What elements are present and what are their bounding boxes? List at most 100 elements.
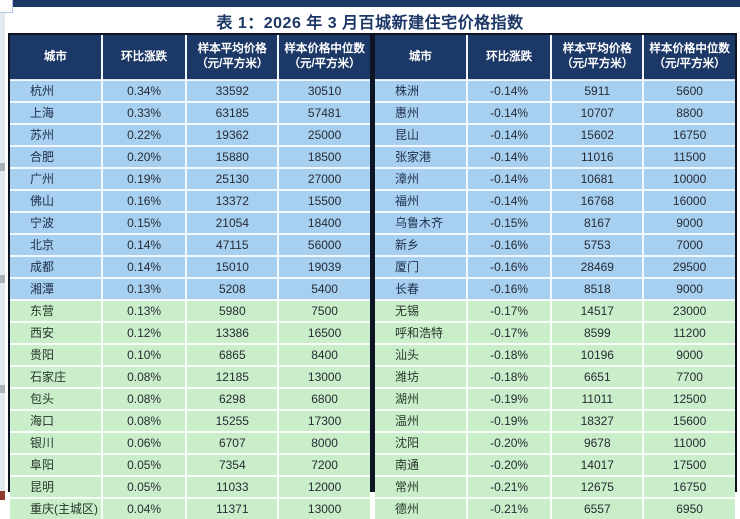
table-row: 长春 -0.16% 8518 9000: [375, 277, 735, 300]
city-cell: 合肥: [10, 145, 102, 168]
table-row: 德州 -0.21% 6557 6950: [375, 497, 735, 519]
table-row: 宁波 0.15% 21054 18400: [10, 211, 370, 234]
median-price-cell: 16750: [642, 123, 735, 146]
city-cell: 张家港: [375, 145, 467, 168]
col-header-median: 样本价格中位数 （元/平方米）: [277, 35, 370, 80]
median-price-cell: 12500: [642, 387, 735, 410]
edge-mark: [0, 275, 5, 283]
median-price-cell: 18400: [277, 211, 370, 234]
avg-price-cell: 6557: [550, 497, 644, 519]
avg-price-cell: 11011: [550, 387, 644, 410]
avg-price-cell: 8167: [550, 211, 644, 234]
city-cell: 重庆(主城区): [10, 497, 102, 519]
median-price-cell: 17500: [642, 453, 735, 476]
city-cell: 潍坊: [375, 365, 467, 388]
mom-change-cell: 0.20%: [100, 145, 187, 168]
avg-price-cell: 11033: [185, 475, 279, 498]
city-cell: 无锡: [375, 299, 467, 322]
mom-change-cell: 0.05%: [100, 475, 187, 498]
table-row: 成都 0.14% 15010 19039: [10, 255, 370, 278]
median-price-cell: 9000: [642, 211, 735, 234]
avg-price-cell: 5980: [185, 299, 279, 322]
median-price-cell: 11000: [642, 431, 735, 454]
median-price-cell: 8800: [642, 101, 735, 124]
median-price-cell: 18500: [277, 145, 370, 168]
table-row: 湖州 -0.19% 11011 12500: [375, 387, 735, 410]
city-cell: 广州: [10, 167, 102, 190]
mom-change-cell: -0.14%: [465, 167, 552, 190]
avg-price-cell: 5911: [550, 79, 644, 102]
table-row: 惠州 -0.14% 10707 8800: [375, 101, 735, 124]
col-header-label: 城市: [408, 50, 432, 63]
table-row: 苏州 0.22% 19362 25000: [10, 123, 370, 146]
avg-price-cell: 12185: [185, 365, 279, 388]
col-header-label: 样本平均价格: [197, 43, 267, 56]
mom-change-cell: -0.14%: [465, 123, 552, 146]
mom-change-cell: -0.21%: [465, 475, 552, 498]
median-price-cell: 11500: [642, 145, 735, 168]
mom-change-cell: 0.08%: [100, 387, 187, 410]
city-cell: 长春: [375, 277, 467, 300]
table-row: 汕头 -0.18% 10196 9000: [375, 343, 735, 366]
corner-notch: [0, 0, 13, 13]
median-price-cell: 27000: [277, 167, 370, 190]
city-cell: 福州: [375, 189, 467, 212]
table-row: 沈阳 -0.20% 9678 11000: [375, 431, 735, 454]
table-row: 杭州 0.34% 33592 30510: [10, 79, 370, 102]
col-header-label: 样本平均价格: [562, 43, 632, 56]
table-row: 南通 -0.20% 14017 17500: [375, 453, 735, 476]
mom-change-cell: 0.05%: [100, 453, 187, 476]
mom-change-cell: -0.15%: [465, 211, 552, 234]
median-price-cell: 13000: [277, 365, 370, 388]
table-row: 包头 0.08% 6298 6800: [10, 387, 370, 410]
table-row: 重庆(主城区) 0.04% 11371 13000: [10, 497, 370, 519]
avg-price-cell: 18327: [550, 409, 644, 432]
city-cell: 新乡: [375, 233, 467, 256]
avg-price-cell: 11371: [185, 497, 279, 519]
avg-price-cell: 10707: [550, 101, 644, 124]
avg-price-cell: 13372: [185, 189, 279, 212]
table-row: 东营 0.13% 5980 7500: [10, 299, 370, 322]
city-cell: 南通: [375, 453, 467, 476]
avg-price-cell: 8518: [550, 277, 644, 300]
avg-price-cell: 63185: [185, 101, 279, 124]
median-price-cell: 7500: [277, 299, 370, 322]
mom-change-cell: 0.15%: [100, 211, 187, 234]
city-cell: 沈阳: [375, 431, 467, 454]
mom-change-cell: 0.19%: [100, 167, 187, 190]
city-cell: 东营: [10, 299, 102, 322]
mom-change-cell: -0.14%: [465, 189, 552, 212]
mom-change-cell: 0.08%: [100, 409, 187, 432]
median-price-cell: 5600: [642, 79, 735, 102]
median-price-cell: 7700: [642, 365, 735, 388]
median-price-cell: 9000: [642, 277, 735, 300]
table-row: 银川 0.06% 6707 8000: [10, 431, 370, 454]
city-cell: 昆山: [375, 123, 467, 146]
table-row: 厦门 -0.16% 28469 29500: [375, 255, 735, 278]
edge-mark: [0, 385, 5, 393]
avg-price-cell: 8599: [550, 321, 644, 344]
mom-change-cell: 0.22%: [100, 123, 187, 146]
avg-price-cell: 5753: [550, 233, 644, 256]
table-row: 潍坊 -0.18% 6651 7700: [375, 365, 735, 388]
avg-price-cell: 47115: [185, 233, 279, 256]
city-cell: 包头: [10, 387, 102, 410]
price-index-tables: 城市 环比涨跌 样本平均价格 （元/平方米） 样本价格中位数 （元/平方米） 杭州 0.34%…: [8, 33, 737, 519]
city-cell: 乌鲁木齐: [375, 211, 467, 234]
table-row: 常州 -0.21% 12675 16750: [375, 475, 735, 498]
table-row: 温州 -0.19% 18327 15600: [375, 409, 735, 432]
mom-change-cell: -0.21%: [465, 497, 552, 519]
table-row: 张家港 -0.14% 11016 11500: [375, 145, 735, 168]
mom-change-cell: 0.12%: [100, 321, 187, 344]
avg-price-cell: 15255: [185, 409, 279, 432]
avg-price-cell: 13386: [185, 321, 279, 344]
table-row: 昆山 -0.14% 15602 16750: [375, 123, 735, 146]
avg-price-cell: 21054: [185, 211, 279, 234]
city-cell: 温州: [375, 409, 467, 432]
price-table-left: 城市 环比涨跌 样本平均价格 （元/平方米） 样本价格中位数 （元/平方米） 杭州 0.34%…: [10, 35, 370, 519]
avg-price-cell: 19362: [185, 123, 279, 146]
median-price-cell: 25000: [277, 123, 370, 146]
avg-price-cell: 15880: [185, 145, 279, 168]
table-row: 石家庄 0.08% 12185 13000: [10, 365, 370, 388]
median-price-cell: 15500: [277, 189, 370, 212]
